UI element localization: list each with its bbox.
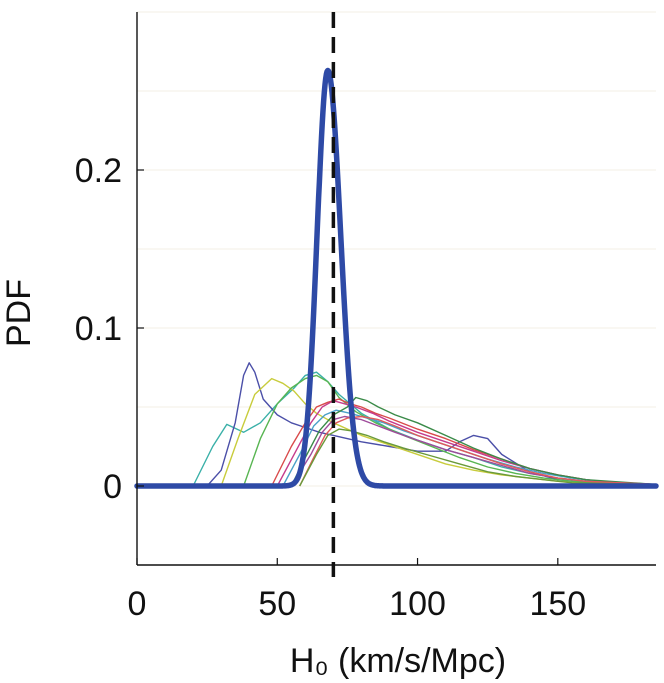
x-axis-title: H₀ (km/s/Mpc) <box>290 642 506 680</box>
y-tick-label: 0 <box>103 468 122 506</box>
series-line-event-1 <box>192 371 657 487</box>
x-tick-label: 150 <box>529 585 586 623</box>
series-line-event-9 <box>290 415 657 487</box>
y-tick-label: 0.1 <box>75 310 122 348</box>
series-line-event-5 <box>271 398 657 487</box>
x-tick-labels: 0 50 100 150 <box>128 585 587 623</box>
series-line-event-4 <box>242 374 657 487</box>
series-line-event-8 <box>290 396 657 487</box>
series-line-event-7 <box>282 409 657 487</box>
x-tick-label: 50 <box>258 585 296 623</box>
plot-frame <box>136 12 656 566</box>
series-line-combined <box>134 67 659 489</box>
x-tick-label: 100 <box>389 585 446 623</box>
combined-layer <box>134 67 659 489</box>
y-tick-labels: 0 0.1 0.2 <box>75 152 122 506</box>
x-tick-label: 0 <box>128 585 147 623</box>
series-line-event-11 <box>299 428 657 487</box>
y-axis-title: PDF <box>0 279 38 347</box>
series-line-event-10 <box>299 415 657 487</box>
series-layer <box>192 362 657 487</box>
series-line-event-2 <box>206 362 657 487</box>
y-tick-label: 0.2 <box>75 152 122 190</box>
